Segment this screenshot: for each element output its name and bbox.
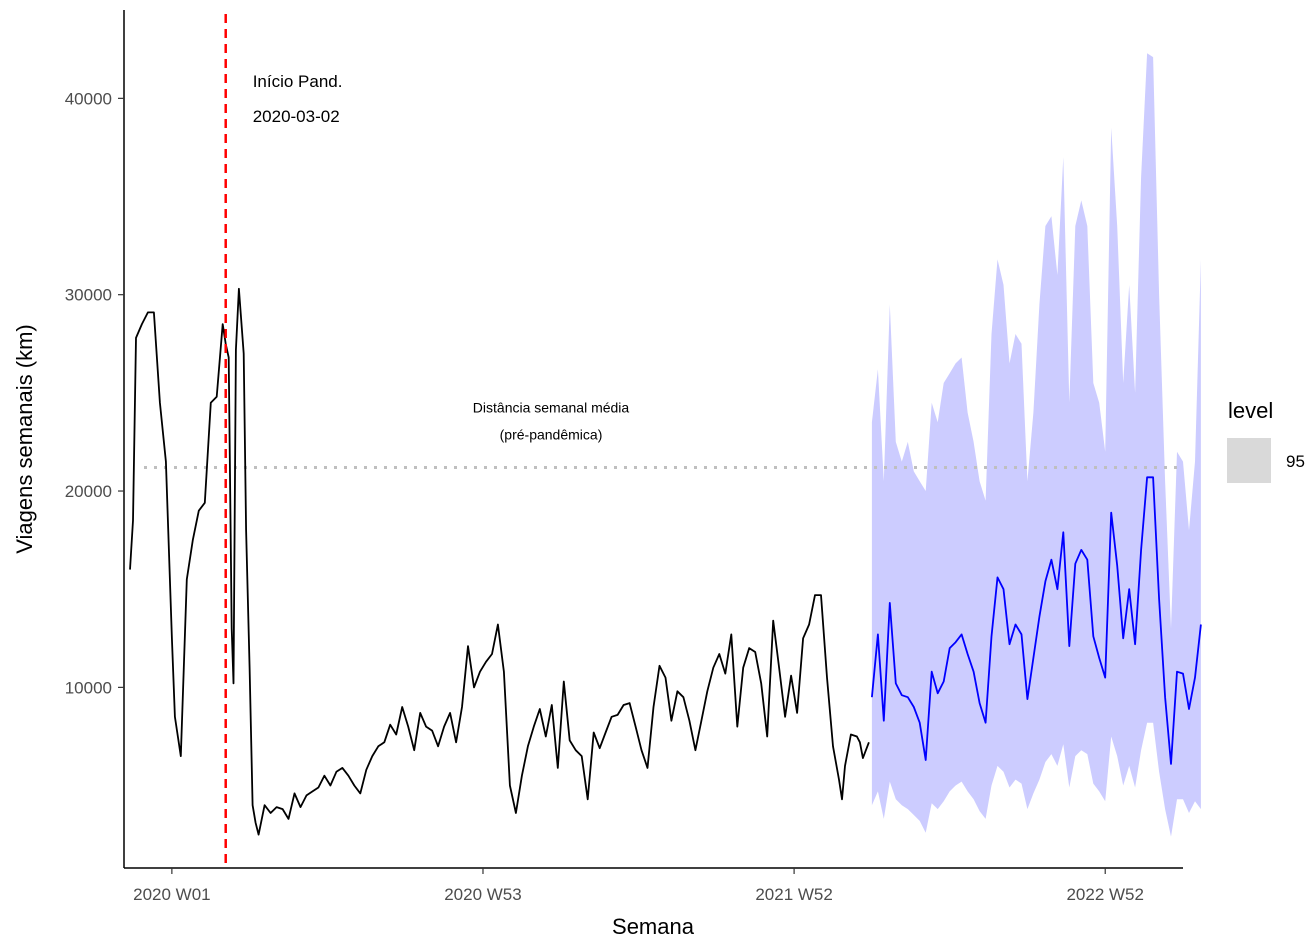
pandemic-start-date: 2020-03-02 <box>253 107 340 126</box>
legend-swatch <box>1227 438 1271 483</box>
pandemic-start-label: Início Pand. <box>253 72 343 91</box>
y-axis-title: Viagens semanais (km) <box>12 324 37 553</box>
forecast-interval-band <box>871 53 1201 837</box>
y-tick-label: 20000 <box>65 482 112 501</box>
legend: level 95 <box>1227 398 1305 483</box>
mean-line-sublabel: (pré-pandêmica) <box>500 426 603 442</box>
y-axis-ticks: 10000 20000 30000 40000 <box>65 89 124 697</box>
observed-series-line <box>129 287 870 836</box>
legend-title: level <box>1228 398 1273 423</box>
x-tick-label: 2021 W52 <box>755 885 833 904</box>
x-axis-ticks: 2020 W01 2020 W53 2021 W52 2022 W52 <box>133 868 1144 904</box>
x-tick-label: 2020 W53 <box>444 885 522 904</box>
mean-line-label: Distância semanal média <box>473 399 630 415</box>
y-tick-label: 40000 <box>65 89 112 108</box>
legend-label: 95 <box>1286 452 1305 471</box>
x-axis-title: Semana <box>612 914 695 939</box>
series-layer <box>129 287 1202 836</box>
y-tick-label: 10000 <box>65 678 112 697</box>
forecast-series-line <box>871 476 1202 765</box>
x-tick-label: 2022 W52 <box>1066 885 1144 904</box>
y-tick-label: 30000 <box>65 286 112 305</box>
forecast-interval-band-layer <box>871 53 1201 837</box>
x-tick-label: 2020 W01 <box>133 885 211 904</box>
